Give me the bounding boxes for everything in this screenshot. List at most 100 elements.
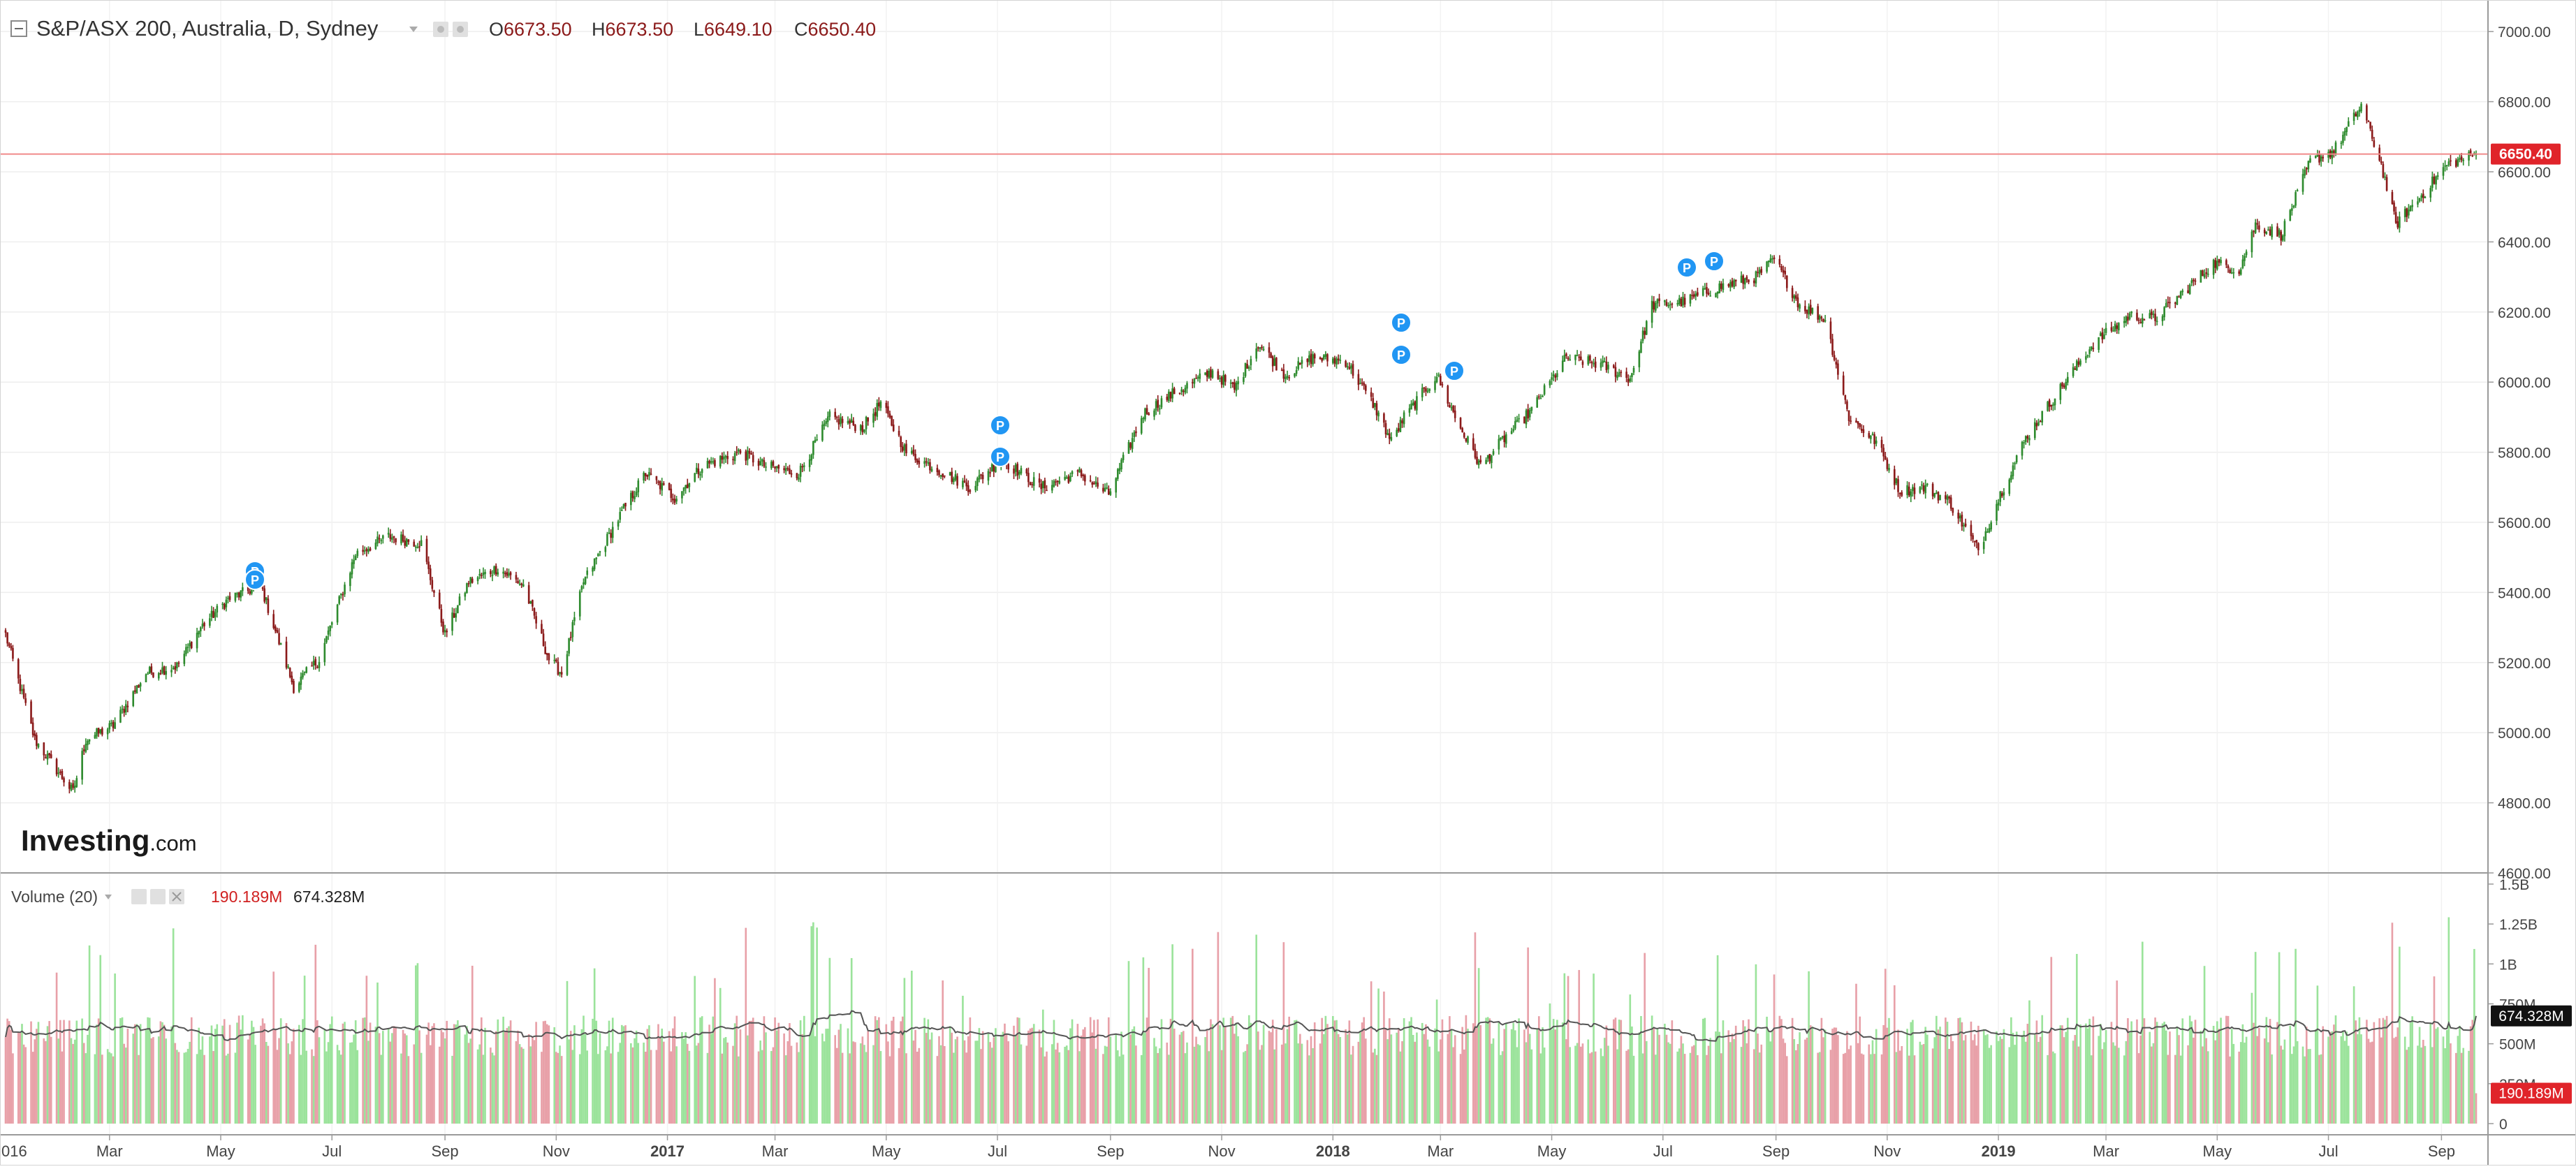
- candle-body: [2012, 465, 2014, 476]
- volume-bar: [2373, 1022, 2376, 1124]
- candle-body: [198, 631, 200, 635]
- event-marker-icon[interactable]: [990, 446, 1011, 467]
- candle-body: [2066, 376, 2069, 383]
- candle-body: [48, 753, 50, 756]
- candle-body: [30, 701, 32, 724]
- candle-body: [1537, 396, 1540, 398]
- volume-bar: [1229, 1017, 1232, 1124]
- chevron-down-icon[interactable]: [409, 27, 418, 32]
- volume-bar: [1551, 1029, 1553, 1124]
- volume-bar: [2399, 946, 2401, 1124]
- volume-bar: [2241, 1024, 2244, 1124]
- candle-body: [2373, 140, 2376, 147]
- candle-body: [542, 633, 545, 647]
- volume-bar: [1308, 1055, 1310, 1124]
- candle-body: [533, 608, 536, 616]
- volume-bar: [344, 1022, 346, 1124]
- volume-bar: [1501, 1051, 1504, 1124]
- candle-body: [1437, 374, 1440, 376]
- volume-eye-icon[interactable]: [131, 889, 147, 904]
- candle-body: [31, 722, 34, 735]
- volume-bar: [518, 1044, 521, 1124]
- candle-body: [2469, 150, 2472, 155]
- volume-title[interactable]: Volume (20): [11, 888, 98, 906]
- event-marker-glyph: P: [1450, 365, 1458, 378]
- volume-bar: [529, 1046, 532, 1124]
- candle-body: [1669, 304, 1671, 306]
- candle-body: [916, 459, 919, 463]
- volume-bar: [1166, 1042, 1169, 1124]
- candle-body: [555, 659, 557, 662]
- volume-bar: [1053, 1020, 1055, 1124]
- candle-body: [748, 450, 751, 454]
- event-marker-icon[interactable]: [1444, 360, 1465, 381]
- volume-bar: [903, 978, 906, 1124]
- candle-body: [416, 547, 419, 548]
- volume-bar: [747, 1035, 749, 1124]
- candle-body: [1731, 281, 1734, 286]
- volume-bar: [491, 1052, 494, 1124]
- event-marker-icon[interactable]: [1391, 344, 1412, 365]
- x-tick-label: May: [206, 1142, 235, 1160]
- event-marker-icon[interactable]: [990, 415, 1011, 436]
- volume-gear-icon[interactable]: [150, 889, 166, 904]
- candle-body: [650, 473, 652, 475]
- volume-bar: [681, 1032, 683, 1124]
- volume-bar: [1514, 1030, 1516, 1124]
- volume-bar: [1727, 1030, 1730, 1124]
- candle-body: [1806, 309, 1808, 314]
- volume-bar: [1722, 1020, 1725, 1124]
- candle-body: [1651, 300, 1653, 323]
- candle-body: [2098, 337, 2100, 351]
- time-axis[interactable]: 016 Mar May Jul Sep Nov 2017 Mar May Jul Sep Nov 201…: [0, 1135, 2455, 1160]
- candle-body: [351, 562, 353, 575]
- candle-body: [655, 476, 658, 480]
- volume-bar: [1600, 1048, 1602, 1124]
- candle-body: [850, 419, 853, 423]
- candle-body: [1835, 361, 1838, 365]
- candle-body: [1294, 373, 1296, 377]
- event-marker-icon[interactable]: [1676, 257, 1697, 278]
- volume-bar: [2063, 1037, 2065, 1124]
- candle-body: [451, 612, 453, 631]
- volume-bar: [847, 1028, 849, 1124]
- candle-body: [1859, 423, 1861, 427]
- volume-bar: [859, 1043, 862, 1124]
- candle-body: [604, 547, 607, 552]
- candle-body: [354, 556, 357, 561]
- candle-body: [1924, 485, 1926, 494]
- candle-body: [110, 723, 112, 724]
- candle-body: [876, 403, 879, 417]
- volume-bar: [327, 1042, 330, 1124]
- event-marker-icon[interactable]: [244, 569, 265, 590]
- volume-bar: [1500, 1054, 1502, 1124]
- candle-body: [1435, 376, 1438, 383]
- volume-bar: [2418, 1027, 2421, 1124]
- symbol-title[interactable]: S&P/ASX 200, Australia, D, Sydney: [36, 16, 379, 41]
- volume-bar: [1193, 1046, 1196, 1124]
- volume-bar: [1390, 1034, 1393, 1124]
- volume-bar: [1029, 1028, 1032, 1124]
- candle-body: [405, 538, 408, 547]
- volume-bar: [939, 1045, 942, 1124]
- volume-bar: [535, 1022, 537, 1124]
- candle-body: [987, 471, 990, 481]
- candle-body: [1131, 438, 1134, 449]
- volume-bar: [668, 1031, 671, 1124]
- ohlc-open-label: O: [489, 19, 504, 40]
- candle-body: [686, 484, 689, 489]
- volume-bar: [1691, 1046, 1693, 1124]
- volume-chevron-down-icon[interactable]: [105, 895, 112, 899]
- candle-body: [2411, 205, 2413, 207]
- event-marker-icon[interactable]: [1391, 312, 1412, 333]
- event-marker-icon[interactable]: [1704, 251, 1725, 272]
- volume-bar: [2001, 1038, 2003, 1124]
- candle-body: [732, 459, 734, 460]
- volume-bar: [688, 1050, 691, 1124]
- candle-body: [2149, 313, 2151, 318]
- price-axis[interactable]: 4600.004800.005000.005200.005400.005600.…: [2488, 24, 2551, 882]
- volume-bar: [1452, 1047, 1454, 1124]
- candle-body: [2307, 161, 2310, 170]
- candle-body: [721, 455, 724, 460]
